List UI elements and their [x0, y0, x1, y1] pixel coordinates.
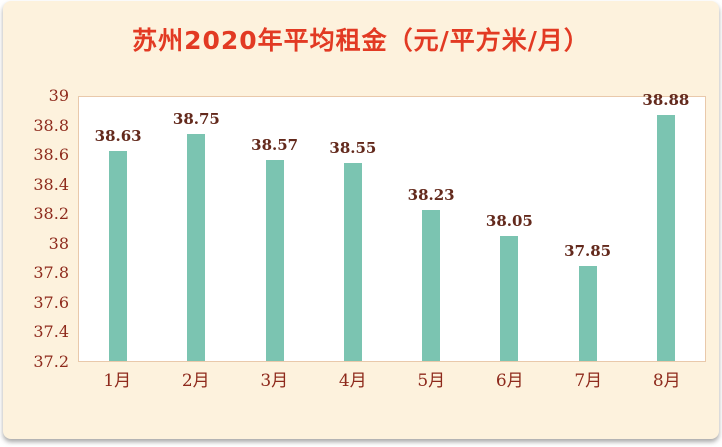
x-tick-label: 3月 — [260, 371, 289, 391]
chart-title: 苏州2020年平均租金（元/平方米/月） — [132, 26, 590, 55]
bar-value-label: 38.57 — [251, 136, 299, 155]
bar-1月 — [109, 151, 128, 361]
y-tick-label: 39 — [48, 86, 69, 105]
chart-card: 苏州2020年平均租金（元/平方米/月） 37.2 37.4 37.6 37.8 38 3… — [3, 1, 719, 439]
y-tick-label: 38.8 — [33, 115, 69, 135]
y-tick-label: 38.4 — [33, 174, 69, 194]
y-tick-label: 37.6 — [33, 292, 69, 312]
y-tick-label: 37.8 — [33, 263, 69, 283]
plot-area: 38.63 38.75 38.57 38.55 38.23 38.05 37.85 38.88 — [78, 90, 706, 362]
x-tick-label: 2月 — [181, 371, 210, 391]
bar-5月 — [422, 209, 441, 361]
x-tick-label: 8月 — [652, 371, 681, 391]
bar-6月 — [500, 236, 519, 361]
x-axis: 1月 2月 3月 4月 5月 6月 7月 8月 — [78, 371, 706, 395]
bar-value-label: 38.55 — [329, 139, 377, 157]
x-tick-label: 5月 — [417, 371, 446, 391]
x-tick-label: 1月 — [103, 371, 132, 391]
x-tick-label: 7月 — [574, 371, 603, 391]
bar-value-label: 38.05 — [485, 212, 533, 231]
bar-2月 — [187, 133, 206, 361]
y-axis: 37.2 37.4 37.6 37.8 38 38.2 38.4 38.6 38.8 39 — [3, 88, 69, 370]
y-tick-label: 37.4 — [33, 322, 69, 342]
bar-3月 — [265, 160, 284, 361]
x-tick-label: 4月 — [338, 371, 367, 391]
bar-value-label: 38.75 — [172, 109, 220, 128]
y-tick-label: 37.2 — [33, 352, 69, 371]
bar-8月 — [656, 114, 675, 361]
bar-value-label: 38.23 — [407, 185, 455, 204]
y-tick-label: 38.2 — [33, 204, 69, 224]
y-tick-label: 38.6 — [33, 145, 69, 165]
bar-value-label: 38.63 — [94, 127, 142, 146]
y-tick-label: 38 — [48, 233, 69, 253]
x-tick-label: 6月 — [495, 371, 524, 391]
bar-4月 — [343, 163, 362, 361]
bar-value-label: 37.85 — [564, 241, 612, 260]
bar-7月 — [578, 265, 597, 361]
bar-value-label: 38.88 — [642, 90, 690, 109]
